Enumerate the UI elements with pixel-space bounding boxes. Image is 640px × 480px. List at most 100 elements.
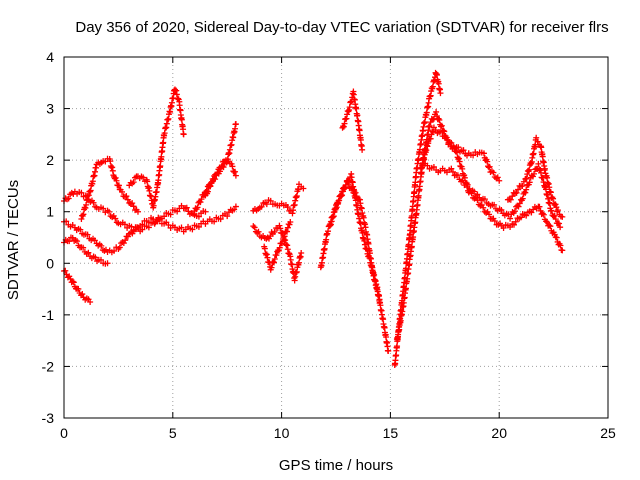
data-point (490, 169, 497, 176)
series-track-i (250, 181, 307, 217)
grid (64, 57, 608, 418)
data-point (519, 182, 526, 189)
series-track-h (202, 158, 239, 199)
data-point (426, 122, 433, 129)
data-point (424, 143, 431, 150)
data-point (217, 216, 224, 223)
data-point (263, 201, 270, 208)
data-point (546, 222, 553, 229)
data-point (544, 219, 551, 226)
data-point (279, 240, 286, 247)
data-point (80, 244, 87, 251)
data-point (448, 165, 455, 172)
data-point (519, 195, 526, 202)
data-point (92, 254, 99, 261)
data-point (214, 169, 221, 176)
data-point (298, 249, 305, 256)
data-point (547, 223, 554, 230)
x-axis-label: GPS time / hours (279, 457, 393, 474)
data-point (130, 203, 137, 210)
data-point (119, 188, 126, 195)
data-point (480, 204, 487, 211)
data-point (341, 120, 348, 127)
data-point (280, 236, 287, 243)
data-point (345, 181, 352, 188)
series-track-e (78, 155, 141, 222)
data-point (195, 223, 202, 230)
data-point (554, 207, 561, 214)
data-point (276, 222, 283, 229)
data-point (224, 213, 231, 220)
data-point (449, 168, 456, 175)
data-point (153, 217, 160, 224)
data-point (267, 197, 274, 204)
data-point (178, 224, 185, 231)
data-point (183, 204, 190, 211)
data-point (528, 209, 535, 216)
x-tick-label: 15 (383, 425, 399, 441)
data-point (460, 147, 467, 154)
series-track-c (61, 203, 239, 256)
data-point (344, 111, 351, 118)
data-point (275, 247, 282, 254)
data-point (85, 249, 92, 256)
data-point (340, 188, 347, 195)
data-point (198, 196, 205, 203)
data-point (515, 203, 522, 210)
data-point (424, 162, 431, 169)
y-tick-label: 1 (46, 204, 54, 220)
data-point (534, 138, 541, 145)
data-point (210, 177, 217, 184)
data-point (273, 252, 280, 259)
data-point (84, 231, 91, 238)
data-point (189, 226, 196, 233)
data-point (97, 256, 104, 263)
data-point (547, 189, 554, 196)
data-point (435, 115, 442, 122)
data-point (232, 121, 239, 128)
data-point (271, 256, 278, 263)
data-point (268, 264, 275, 271)
data-point (79, 291, 86, 298)
data-point (552, 201, 559, 208)
data-point (232, 203, 239, 210)
x-tick-label: 25 (600, 425, 616, 441)
data-point (526, 166, 533, 173)
data-point (354, 112, 361, 119)
data-point (264, 254, 271, 261)
data-point (551, 212, 558, 219)
data-point (85, 192, 92, 199)
data-point (345, 108, 352, 115)
data-point (180, 131, 187, 138)
data-point (343, 115, 350, 122)
data-point (340, 123, 347, 130)
data-point (559, 247, 566, 254)
data-point (325, 228, 332, 235)
data-point (557, 242, 564, 249)
data-point (287, 219, 294, 226)
series-track-s (504, 134, 566, 220)
data-point (204, 188, 211, 195)
data-point (455, 144, 462, 151)
data-point (456, 158, 463, 165)
data-point (121, 221, 128, 228)
data-point (77, 226, 84, 233)
data-point (453, 149, 460, 156)
data-point (480, 150, 487, 157)
data-point (271, 228, 278, 235)
data-point (552, 216, 559, 223)
data-point (533, 134, 540, 141)
data-point (328, 218, 335, 225)
data-point (496, 177, 503, 184)
data-point (531, 170, 538, 177)
data-point (550, 195, 557, 202)
data-point (522, 189, 529, 196)
data-point (494, 174, 501, 181)
data-point (134, 224, 141, 231)
data-point (140, 174, 147, 181)
data-point (284, 204, 291, 211)
data-point (85, 196, 92, 203)
data-point (277, 225, 284, 232)
data-point (194, 204, 201, 211)
data-point (484, 158, 491, 165)
